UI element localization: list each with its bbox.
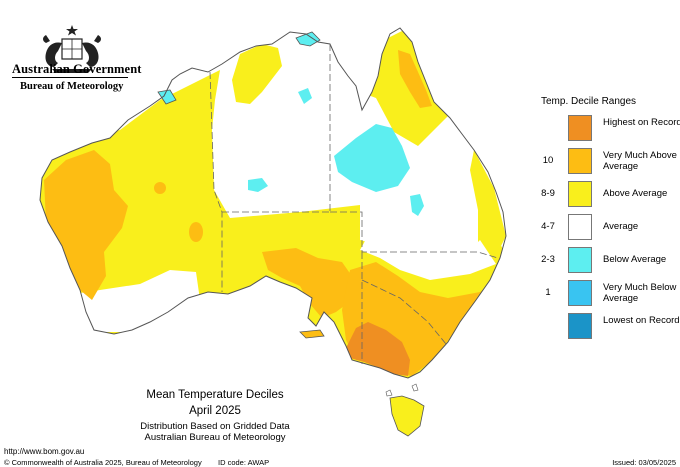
flinders-island [411, 383, 419, 392]
below-average-region-nt [248, 178, 268, 192]
below-average-region-queensland [334, 124, 410, 192]
map-source: Australian Bureau of Meteorology [144, 432, 286, 443]
average-region-inland-nsw [360, 232, 496, 280]
tasmania [389, 395, 425, 437]
very-much-above-patch [154, 182, 166, 194]
legend-item: Lowest on Record [538, 313, 680, 339]
below-average-region-central-qld [410, 194, 424, 216]
legend-item: 2-3 Below Average [538, 247, 678, 273]
australia-decile-map [39, 27, 507, 437]
legend-swatch [568, 313, 592, 339]
legend-label: Very Much Above Average [603, 150, 677, 172]
legend-code: 2-3 [541, 254, 555, 265]
header-divider [12, 77, 128, 78]
legend-item: Highest on Record [538, 115, 680, 141]
legend-code: 8-9 [541, 188, 555, 199]
legend-title: Temp. Decile Ranges [541, 96, 637, 107]
issued-date: Issued: 03/05/2025 [612, 458, 676, 467]
legend-item: 8-9 Above Average [538, 181, 678, 207]
government-name: Australian Government [12, 62, 142, 76]
kangaroo-island [299, 329, 325, 339]
bureau-name: Bureau of Meteorology [20, 81, 124, 92]
legend-label: Lowest on Record [603, 315, 680, 326]
very-much-above-region-wa [44, 150, 128, 300]
below-average-region-top-end [298, 88, 312, 104]
below-average-island-kimberley [157, 89, 177, 105]
above-average-region-arnhem [232, 44, 282, 104]
very-much-above-region-cape-york-east [398, 50, 432, 108]
nsw-vic-border [361, 279, 447, 345]
legend-swatch [568, 115, 592, 141]
map-period: April 2025 [189, 405, 241, 417]
legend-swatch [568, 148, 592, 174]
legend-swatch [568, 280, 592, 306]
bom-url-link[interactable]: http://www.bom.gov.au [4, 447, 85, 456]
legend-code: 10 [542, 155, 554, 166]
very-much-above-patch-2 [189, 222, 203, 242]
map-title: Mean Temperature Deciles [146, 389, 284, 401]
copyright-notice: © Commonwealth of Australia 2025, Bureau… [4, 458, 202, 467]
below-average-island-north [295, 31, 321, 47]
legend-label: Average [603, 221, 639, 232]
very-much-above-region-sa [262, 248, 356, 318]
above-average-region-east-coast [470, 150, 506, 256]
legend-label: Below Average [603, 254, 667, 265]
legend-item: 1 Very Much Below Average [538, 280, 678, 306]
legend-label: Very Much Below Average [603, 282, 677, 304]
legend-swatch [568, 214, 592, 240]
legend-item: 10 Very Much Above Average [538, 148, 678, 174]
id-code: ID code: AWAP [218, 458, 270, 467]
map-basis: Distribution Based on Gridded Data [140, 421, 290, 432]
legend-code: 4-7 [541, 221, 555, 232]
legend-item: 4-7 Average [538, 214, 678, 240]
coat-of-arms-logo [43, 25, 101, 73]
legend-label: Above Average [603, 188, 668, 199]
legend-code: 1 [545, 287, 551, 298]
legend-swatch [568, 247, 592, 273]
legend-label: Highest on Record [603, 117, 680, 128]
king-island [385, 389, 393, 397]
legend-swatch [568, 181, 592, 207]
